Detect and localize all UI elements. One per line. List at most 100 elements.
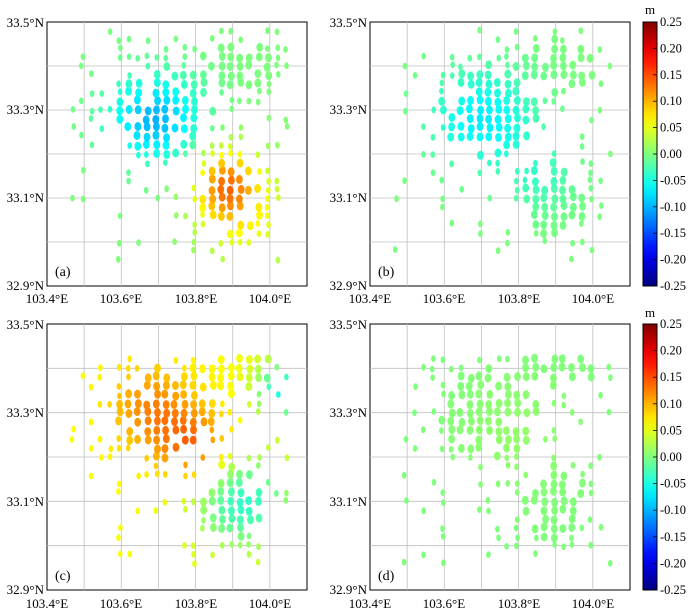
panel-b-point: [550, 60, 558, 70]
panel-c-point: [189, 380, 197, 390]
panel-b-point: [430, 169, 436, 177]
panel-b-ytick-0: 32.9°N: [330, 278, 368, 293]
panel-d-point: [504, 382, 512, 392]
panel-d-point: [495, 417, 503, 427]
panel-b-point: [588, 70, 596, 80]
panel-c-point: [236, 353, 243, 363]
panel-a-point: [189, 140, 197, 150]
panel-b-point: [532, 177, 539, 187]
panel-a-point: [117, 88, 123, 96]
panel-b-point: [504, 46, 510, 53]
panel-c-label: (c): [55, 569, 71, 584]
panel-b-point: [530, 166, 538, 176]
panel-d-point: [504, 454, 510, 462]
panel-b-point: [487, 194, 493, 202]
panel-a-point: [219, 27, 224, 35]
panel-c-point: [134, 399, 142, 409]
panel-d-point: [458, 417, 466, 427]
panel-c-point: [255, 513, 263, 523]
panel-d-point: [466, 425, 474, 435]
panel-d-point: [523, 471, 528, 479]
panel-d-point: [412, 409, 417, 417]
panel-b-point: [540, 229, 547, 238]
panel-a-point: [189, 88, 197, 98]
panel-d-point: [403, 435, 409, 443]
panel-d-point: [559, 524, 567, 533]
panel-a-point: [134, 122, 142, 131]
panel-a-point: [191, 246, 196, 254]
panel-d-point: [448, 425, 456, 435]
panel-a-point: [126, 53, 132, 60]
panel-b-point: [449, 219, 455, 227]
panel-b-point: [589, 116, 594, 124]
panel-d-point: [550, 373, 557, 383]
panel-b-point: [487, 159, 492, 167]
panel-a-point: [144, 106, 152, 116]
panel-a-point: [80, 53, 86, 61]
panel-b-point: [467, 71, 474, 81]
panel-d-xtick-2: 103.8°E: [498, 596, 540, 611]
panel-c-point: [227, 371, 235, 381]
panel-d-point: [467, 373, 475, 383]
panel-c-point: [209, 399, 216, 408]
panel-d-point: [478, 463, 483, 471]
panel-a-point: [236, 71, 244, 81]
panel-b-xtick-0: 103.4°E: [349, 291, 391, 306]
panel-d-dots: [401, 353, 613, 567]
panel-b-point: [559, 194, 567, 204]
panel-b-point: [475, 87, 483, 97]
panel-c-point: [182, 542, 187, 549]
panel-a-point: [236, 158, 244, 168]
panel-a-point: [89, 70, 94, 78]
panel-a-point: [145, 160, 150, 168]
panel-d-point: [448, 365, 454, 373]
panel-b-point: [504, 150, 509, 158]
panel-b-point: [477, 53, 482, 61]
panel-b-xtick-2: 103.8°E: [498, 291, 540, 306]
panel-a-point: [134, 141, 142, 151]
panel-a-point: [189, 70, 197, 80]
panel-a-point: [179, 70, 187, 80]
panel-a-point: [255, 98, 261, 106]
panel-c-point: [219, 541, 225, 549]
panel-d-point: [475, 425, 483, 435]
panel-b-point: [530, 70, 538, 80]
panel-a-point: [218, 192, 226, 202]
panel-a-point: [236, 228, 243, 238]
panel-d-point: [568, 523, 576, 532]
panel-b-point: [587, 176, 593, 184]
panel-b-point: [512, 86, 520, 96]
panel-c-point: [134, 417, 142, 427]
panel-c-point: [237, 488, 245, 498]
panel-d-point: [588, 541, 593, 549]
panel-c-point: [246, 550, 252, 558]
panel-a-point: [265, 212, 270, 220]
panel-c-point: [229, 425, 234, 433]
panel-d-point: [522, 506, 530, 516]
panel-a-point: [192, 195, 197, 203]
panel-a-point: [183, 150, 188, 158]
panel-a-point: [238, 36, 243, 44]
panel-d-point: [439, 427, 444, 434]
colorbar-top-tick-label-4: 0.05: [660, 121, 682, 135]
panel-c-point: [255, 488, 263, 497]
colorbar-top-unit: m: [645, 2, 655, 17]
panel-d-point: [477, 380, 485, 390]
panel-c: 32.9°N 33.1°N 33.3°N 33.5°N 103.4°E 103.…: [7, 317, 308, 611]
panel-b-point: [550, 70, 558, 80]
panel-d-point: [514, 463, 519, 471]
panel-a-point: [228, 149, 233, 157]
panel-c-point: [191, 498, 196, 506]
panel-a-point: [153, 69, 161, 79]
panel-b-point: [541, 123, 546, 131]
colorbar-top-tick-label-7: -0.10: [660, 200, 686, 214]
panel-d-point: [550, 533, 558, 543]
panel-a-point: [237, 184, 245, 194]
panel-b-point: [493, 78, 501, 87]
panel-a-point: [182, 43, 188, 51]
panel-b-point: [568, 185, 576, 195]
panel-a-point: [274, 28, 280, 36]
colorbar-bottom-tick-label-6: -0.05: [660, 477, 686, 491]
panel-d-point: [558, 480, 566, 490]
panel-d-point: [579, 363, 586, 373]
